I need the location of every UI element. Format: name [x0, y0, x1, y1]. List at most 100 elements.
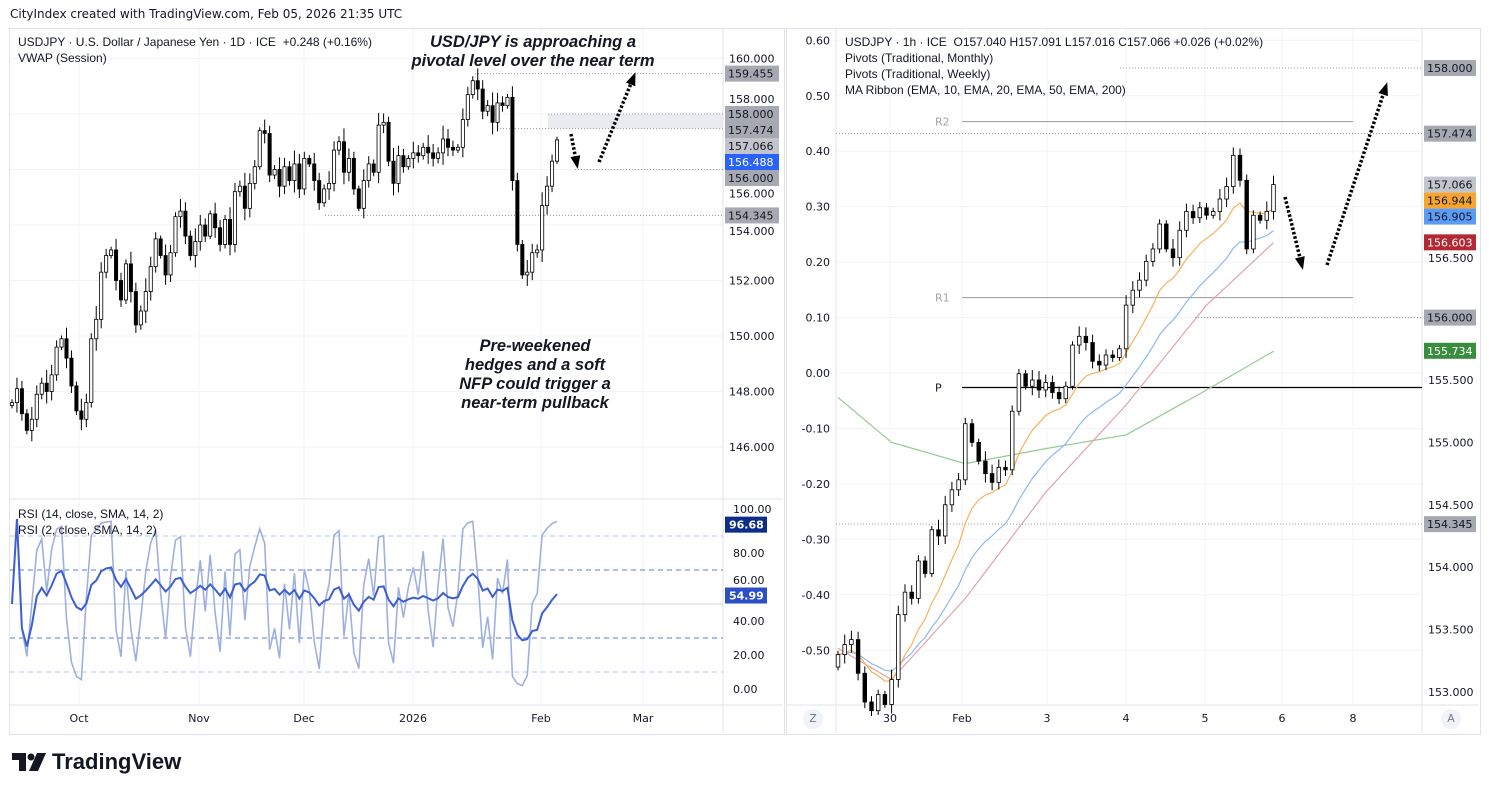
indicator-pivots-weekly[interactable]: Pivots (Traditional, Weekly)	[845, 67, 991, 81]
hourly-candle	[936, 529, 941, 537]
price-tag-label: 156.488	[728, 156, 774, 169]
percent-tick: 0.20	[806, 256, 831, 269]
left-indicator-vwap[interactable]: VWAP (Session)	[18, 51, 107, 65]
daily-candle	[401, 155, 406, 168]
right-time-label: 5	[1202, 712, 1209, 725]
left-time-label: 2026	[399, 712, 427, 725]
tradingview-logo-icon	[12, 753, 46, 771]
price-tag-label: 157.474	[728, 124, 774, 137]
left-price-tick: 160.000	[729, 53, 775, 66]
price-tag	[1424, 208, 1476, 225]
price-tag-label: 158.000	[728, 108, 774, 121]
annotation-bottom-line: near-term pullback	[461, 394, 609, 412]
hourly-candle	[1036, 379, 1042, 391]
daily-candle	[59, 338, 64, 348]
daily-candle	[312, 163, 317, 181]
daily-candle	[104, 255, 109, 273]
hourly-candle	[1170, 248, 1176, 259]
left-price-tick: 148.000	[729, 386, 775, 399]
daily-candle	[475, 80, 480, 90]
daily-candle	[128, 263, 133, 293]
left-symbol-title[interactable]: USDJPY · U.S. Dollar / Japanese Yen · 1D…	[18, 35, 276, 49]
tradingview-logo[interactable]: TradingView	[12, 749, 181, 775]
daily-candle	[520, 244, 525, 276]
daily-candle	[510, 96, 515, 181]
daily-candle	[351, 157, 356, 190]
hourly-candle	[976, 441, 981, 462]
rsi14-legend[interactable]: RSI (14, close, SMA, 14, 2)	[18, 507, 164, 521]
pivot-label: P	[935, 381, 942, 394]
right-time-label: 4	[1123, 712, 1130, 725]
hourly-candle	[1070, 344, 1075, 387]
right-chart-panel[interactable]	[786, 28, 1481, 735]
daily-candle	[436, 152, 441, 159]
daily-candle	[411, 152, 416, 159]
daily-candle	[237, 185, 242, 193]
hourly-candle	[929, 529, 934, 574]
percent-tick: 0.10	[806, 312, 831, 325]
hourly-candle	[1204, 207, 1209, 216]
daily-candle	[262, 130, 267, 134]
percent-tick: 0.00	[806, 367, 831, 380]
daily-candle	[485, 105, 490, 112]
daily-candle	[133, 291, 138, 326]
right-price-tick: 155.000	[1428, 436, 1474, 449]
arrow-up-right	[1325, 85, 1388, 266]
resistance-zone	[548, 114, 723, 129]
percent-tick: 0.50	[806, 90, 831, 103]
rsi14-line	[11, 518, 558, 647]
left-time-label: Nov	[188, 712, 210, 725]
annotation-bottom-line: hedges and a soft	[464, 356, 606, 374]
hourly-candle	[1251, 214, 1256, 250]
indicator-ma-ribbon[interactable]: MA Ribbon (EMA, 10, EMA, 20, EMA, 50, EM…	[845, 83, 1126, 97]
daily-candle	[178, 210, 183, 218]
daily-candle	[500, 102, 505, 107]
hourly-candle	[862, 672, 867, 703]
price-tag-label: 155.734	[1427, 345, 1473, 358]
daily-candle	[153, 238, 158, 268]
hourly-candle	[1217, 198, 1223, 212]
indicator-pivots-monthly[interactable]: Pivots (Traditional, Monthly)	[845, 51, 994, 65]
hourly-candle	[896, 614, 901, 680]
auto-scale-button[interactable]: A	[1441, 709, 1461, 729]
price-tag	[725, 154, 779, 170]
daily-candle	[208, 213, 213, 237]
daily-candle	[99, 271, 104, 320]
daily-candle	[79, 410, 84, 420]
daily-candle	[277, 169, 282, 187]
percent-tick: 0.30	[806, 201, 831, 214]
left-price-tick: 156.000	[729, 188, 775, 201]
arrow-up-left-head	[625, 72, 636, 87]
hourly-candle	[1103, 354, 1109, 366]
hourly-candle	[835, 654, 841, 668]
daily-candle	[490, 105, 495, 123]
hourly-candle	[1137, 279, 1142, 291]
right-symbol-title[interactable]: USDJPY · 1h · ICE	[845, 35, 947, 49]
daily-candle	[24, 413, 29, 431]
hourly-candle	[1097, 360, 1102, 366]
price-tag	[1424, 309, 1476, 326]
daily-candle	[327, 182, 332, 190]
daily-candle	[361, 180, 366, 209]
daily-candle	[406, 157, 411, 168]
rsi2-legend[interactable]: RSI (2, close, SMA, 14, 2)	[18, 523, 157, 537]
hourly-candle	[1190, 211, 1196, 219]
hourly-candle	[1083, 335, 1089, 343]
auto-zoom-button[interactable]: Z	[803, 709, 823, 729]
annotation-top: USD/JPY is approaching a pivotal level o…	[398, 33, 668, 71]
daily-candle	[371, 163, 376, 173]
daily-candle	[19, 388, 24, 415]
hourly-candle	[889, 679, 894, 705]
daily-candle	[252, 166, 257, 184]
right-ohlc: O157.040 H157.091 L157.016 C157.066 +0.0…	[953, 35, 1264, 49]
daily-candle	[9, 402, 14, 406]
daily-candle	[426, 146, 431, 154]
daily-candle	[416, 152, 421, 157]
left-time-label: Mar	[633, 712, 654, 725]
hourly-candle	[902, 591, 908, 616]
hourly-candle	[869, 701, 874, 712]
annotation-bottom-line: NFP could trigger a	[459, 375, 611, 393]
price-tag	[1424, 234, 1476, 251]
